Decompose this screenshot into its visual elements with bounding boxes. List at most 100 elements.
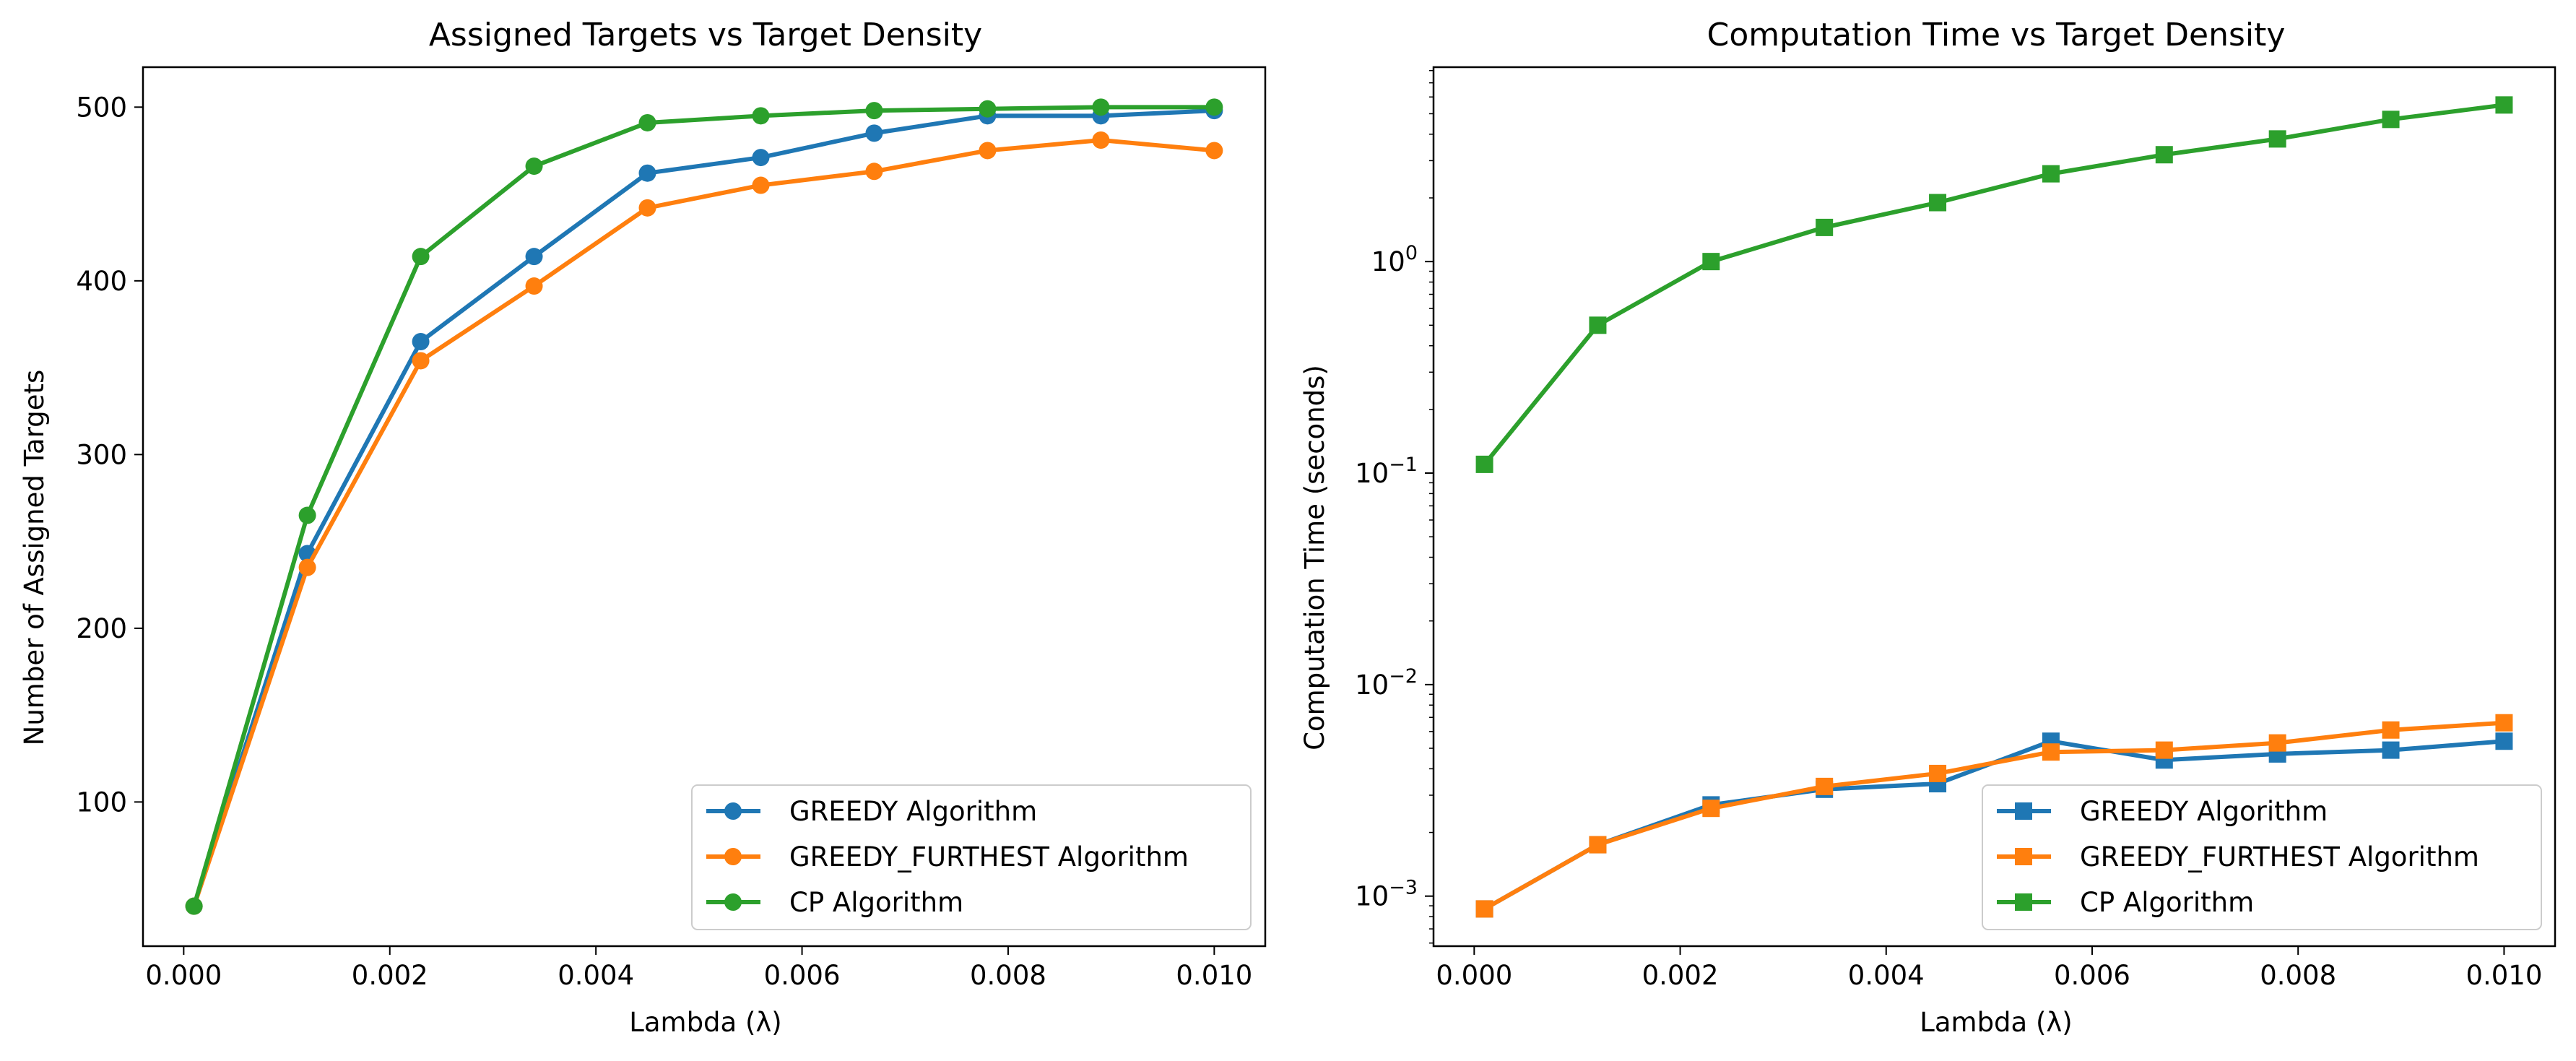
data-point xyxy=(752,149,770,167)
assigned-targets-panel: Assigned Targets vs Target Density Lambd… xyxy=(19,17,1267,1038)
data-point xyxy=(2382,111,2400,129)
data-point xyxy=(752,176,770,194)
chart-title: Assigned Targets vs Target Density xyxy=(429,17,982,53)
series-group xyxy=(185,98,1223,915)
x-tick-label: 0.010 xyxy=(1176,960,1252,991)
x-tick-label: 0.006 xyxy=(2054,960,2130,991)
series-cp xyxy=(1475,96,2513,473)
series-greedy-furthest xyxy=(1475,714,2513,918)
y-tick-label: 200 xyxy=(76,613,127,644)
data-point xyxy=(865,163,883,181)
x-tick-label: 0.010 xyxy=(2466,960,2542,991)
data-point xyxy=(1929,764,1947,782)
legend-item: CP Algorithm xyxy=(1997,887,2254,918)
x-tick-label: 0.008 xyxy=(2260,960,2336,991)
legend-marker xyxy=(724,893,742,911)
x-tick-label: 0.004 xyxy=(558,960,634,991)
y-axis-label: Number of Assigned Targets xyxy=(19,370,50,746)
data-point xyxy=(412,352,430,370)
series-line xyxy=(1483,720,2505,911)
legend-marker xyxy=(724,802,742,820)
x-tick-label: 0.006 xyxy=(764,960,841,991)
data-point xyxy=(1092,131,1110,150)
data-point xyxy=(2495,714,2513,732)
legend-box xyxy=(1982,784,2542,930)
data-point xyxy=(2268,130,2286,148)
data-point xyxy=(1589,316,1607,334)
legend-item: GREEDY Algorithm xyxy=(706,796,1037,827)
data-point xyxy=(638,113,656,131)
x-axis-label: Lambda (λ) xyxy=(629,1007,782,1038)
legend-marker xyxy=(724,848,742,865)
legend-box xyxy=(691,784,1252,930)
legend-item: GREEDY_FURTHEST Algorithm xyxy=(706,841,1189,872)
data-point xyxy=(1929,194,1947,212)
data-point xyxy=(2382,721,2400,739)
data-point xyxy=(2042,165,2060,183)
series-greedy-furthest xyxy=(185,131,1223,915)
data-point xyxy=(412,333,430,351)
data-point xyxy=(2042,743,2060,761)
data-point xyxy=(2495,732,2513,750)
y-tick-label: 100 xyxy=(76,787,127,818)
data-point xyxy=(525,157,543,176)
legend-label: CP Algorithm xyxy=(2080,887,2254,918)
data-point xyxy=(752,107,770,125)
legend-marker xyxy=(2015,893,2032,911)
y-tick-label: 100 xyxy=(1371,242,1418,277)
data-point xyxy=(1205,98,1223,116)
series-line xyxy=(191,108,1215,907)
x-tick-label: 0.000 xyxy=(145,960,222,991)
y-tick-label: 500 xyxy=(76,92,127,123)
x-tick-label: 0.002 xyxy=(352,960,428,991)
series-line xyxy=(1483,103,2505,466)
data-point xyxy=(1702,800,1720,818)
data-point xyxy=(1475,900,1493,918)
data-point xyxy=(1702,253,1720,271)
data-point xyxy=(2155,741,2173,759)
data-point xyxy=(1092,98,1110,116)
legend-label: GREEDY Algorithm xyxy=(2080,796,2328,827)
series-line xyxy=(191,138,1215,907)
data-point xyxy=(412,248,430,266)
y-tick-label: 400 xyxy=(76,266,127,297)
data-point xyxy=(638,164,656,182)
x-tick-label: 0.008 xyxy=(970,960,1046,991)
y-tick-label: 10−1 xyxy=(1355,454,1418,489)
legend-marker xyxy=(2015,802,2032,820)
y-tick-label: 10−3 xyxy=(1355,877,1418,912)
legend-item: GREEDY Algorithm xyxy=(1997,796,2328,827)
x-tick-label: 0.004 xyxy=(1848,960,1925,991)
data-point xyxy=(865,124,883,142)
data-point xyxy=(2382,741,2400,759)
data-point xyxy=(2268,734,2286,752)
data-point xyxy=(1589,836,1607,854)
x-tick-label: 0.000 xyxy=(1436,960,1512,991)
axes-frame xyxy=(1432,66,2557,948)
data-point xyxy=(1205,142,1223,160)
chart-title: Computation Time vs Target Density xyxy=(1707,17,2286,53)
x-axis-label: Lambda (λ) xyxy=(1920,1007,2073,1038)
data-point xyxy=(2495,96,2513,114)
data-point xyxy=(2155,146,2173,164)
data-point xyxy=(1475,455,1493,473)
data-point xyxy=(525,277,543,295)
legend-item: CP Algorithm xyxy=(706,887,963,918)
series-line xyxy=(191,105,1215,907)
y-tick-label: 300 xyxy=(76,439,127,470)
data-point xyxy=(298,558,316,576)
y-axis-label: Computation Time (seconds) xyxy=(1299,365,1330,750)
legend-label: GREEDY_FURTHEST Algorithm xyxy=(789,841,1189,872)
series-cp xyxy=(185,98,1223,915)
legend-label: CP Algorithm xyxy=(789,887,963,918)
data-point xyxy=(1816,777,1834,795)
data-point xyxy=(979,142,997,160)
legend-label: GREEDY Algorithm xyxy=(789,796,1037,827)
y-tick-label: 10−2 xyxy=(1355,665,1418,701)
data-point xyxy=(1816,218,1834,236)
data-point xyxy=(185,897,203,915)
legend: GREEDY Algorithm GREEDY_FURTHEST Algorith… xyxy=(691,784,1252,930)
data-point xyxy=(298,506,316,524)
axes-frame xyxy=(142,66,1267,948)
